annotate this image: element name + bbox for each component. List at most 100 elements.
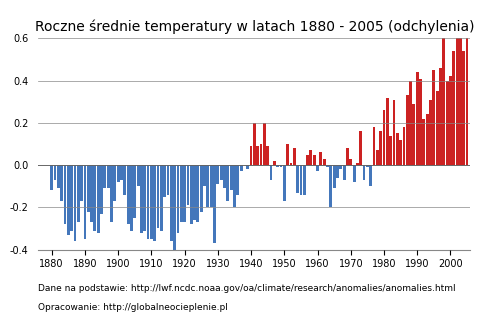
Bar [376, 150, 379, 165]
Bar [60, 165, 63, 201]
Bar [206, 165, 209, 207]
Bar [406, 95, 408, 165]
Bar [412, 104, 415, 165]
Bar [196, 165, 199, 222]
Bar [163, 165, 166, 197]
Bar [409, 81, 412, 165]
Bar [270, 165, 273, 180]
Text: Dane na podstawie: http://lwf.ncdc.noaa.gov/oa/climate/research/anomalies/anomal: Dane na podstawie: http://lwf.ncdc.noaa.… [38, 284, 456, 293]
Bar [393, 100, 396, 165]
Bar [462, 51, 465, 165]
Bar [456, 32, 458, 165]
Bar [439, 68, 442, 165]
Bar [403, 127, 405, 165]
Bar [313, 155, 316, 165]
Bar [193, 165, 196, 220]
Text: Opracowanie: http://globalneocieplenie.pl: Opracowanie: http://globalneocieplenie.p… [38, 303, 228, 312]
Bar [263, 123, 266, 165]
Bar [123, 165, 126, 195]
Bar [289, 163, 292, 165]
Bar [223, 165, 226, 188]
Bar [356, 163, 359, 165]
Bar [210, 165, 213, 207]
Bar [253, 123, 256, 165]
Bar [446, 81, 448, 165]
Bar [227, 165, 229, 201]
Bar [250, 146, 252, 165]
Bar [329, 165, 332, 207]
Bar [153, 165, 156, 241]
Bar [236, 165, 239, 195]
Bar [346, 148, 349, 165]
Bar [170, 165, 173, 241]
Bar [310, 150, 312, 165]
Bar [233, 165, 236, 207]
Bar [130, 165, 133, 231]
Bar [180, 165, 183, 222]
Bar [316, 165, 319, 172]
Bar [104, 165, 106, 188]
Bar [80, 165, 83, 201]
Bar [84, 165, 86, 239]
Bar [160, 165, 163, 231]
Bar [363, 165, 365, 180]
Bar [296, 165, 299, 193]
Bar [187, 165, 189, 205]
Bar [140, 165, 143, 233]
Bar [67, 165, 70, 235]
Bar [466, 21, 468, 165]
Bar [283, 165, 286, 201]
Bar [173, 165, 176, 262]
Bar [216, 165, 219, 184]
Bar [240, 165, 242, 172]
Bar [360, 131, 362, 165]
Bar [200, 165, 203, 212]
Bar [50, 165, 53, 190]
Bar [372, 127, 375, 165]
Bar [120, 165, 123, 180]
Bar [213, 165, 216, 243]
Bar [167, 165, 169, 195]
Bar [353, 165, 356, 182]
Bar [436, 91, 439, 165]
Bar [127, 165, 130, 224]
Bar [443, 32, 445, 165]
Bar [279, 165, 282, 167]
Bar [379, 131, 382, 165]
Bar [303, 165, 306, 195]
Bar [256, 146, 259, 165]
Bar [94, 165, 96, 231]
Bar [422, 119, 425, 165]
Bar [203, 165, 206, 186]
Bar [147, 165, 149, 239]
Bar [100, 165, 103, 214]
Bar [432, 70, 435, 165]
Bar [399, 140, 402, 165]
Bar [389, 136, 392, 165]
Bar [183, 165, 186, 222]
Bar [333, 165, 336, 188]
Bar [459, 34, 462, 165]
Bar [266, 146, 269, 165]
Bar [326, 165, 329, 167]
Bar [306, 155, 309, 165]
Bar [97, 165, 100, 233]
Bar [343, 165, 346, 180]
Bar [190, 165, 192, 224]
Bar [113, 165, 116, 201]
Bar [220, 165, 223, 180]
Bar [150, 165, 153, 239]
Bar [73, 165, 76, 241]
Bar [339, 165, 342, 169]
Bar [336, 165, 339, 178]
Bar [276, 165, 279, 167]
Bar [54, 165, 57, 180]
Bar [323, 159, 325, 165]
Bar [156, 165, 159, 228]
Bar [449, 76, 452, 165]
Bar [396, 133, 399, 165]
Bar [137, 165, 140, 186]
Bar [273, 161, 276, 165]
Bar [117, 165, 120, 182]
Bar [133, 165, 136, 218]
